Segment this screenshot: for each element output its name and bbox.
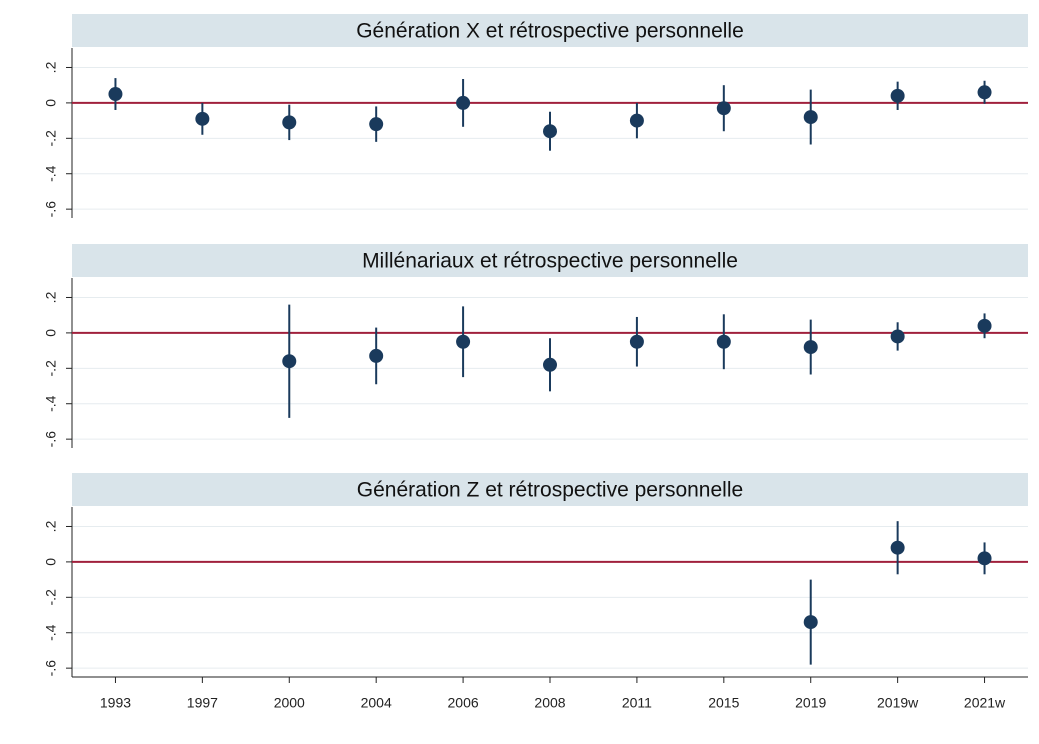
point <box>629 113 644 128</box>
y-tick-label: .2 <box>43 291 59 303</box>
x-tick-label: 1993 <box>100 695 131 711</box>
x-tick-label: 2006 <box>448 695 479 711</box>
y-tick-label: -.4 <box>43 624 59 641</box>
point <box>716 334 731 349</box>
point <box>282 354 297 369</box>
point <box>195 111 210 126</box>
y-tick-label: -.6 <box>43 201 59 218</box>
point <box>977 551 992 566</box>
y-tick-label: 0 <box>43 329 59 337</box>
x-tick-label: 2019 <box>795 695 826 711</box>
panel-title: Millénariaux et rétrospective personnell… <box>362 250 738 273</box>
panel-title-band <box>72 473 1028 506</box>
x-tick-label: 2015 <box>708 695 739 711</box>
point <box>543 124 557 139</box>
y-tick-label: -.2 <box>43 589 59 606</box>
y-tick-label: 0 <box>43 558 59 566</box>
point <box>803 340 818 355</box>
y-tick-label: -.2 <box>43 130 59 147</box>
point <box>543 357 557 372</box>
point <box>890 88 905 103</box>
x-tick-label: 2004 <box>361 695 392 711</box>
point <box>716 101 731 116</box>
point <box>369 348 384 363</box>
y-tick-label: .2 <box>43 61 59 73</box>
y-tick-label: -.6 <box>43 660 59 677</box>
x-tick-label: 2011 <box>622 695 652 711</box>
x-tick-label: 2008 <box>534 695 565 711</box>
y-tick-label: 0 <box>43 99 59 107</box>
point <box>456 334 471 349</box>
y-tick-label: -.4 <box>43 395 59 412</box>
point <box>890 329 905 344</box>
x-tick-label: 2021w <box>964 695 1006 711</box>
point <box>803 110 818 125</box>
x-tick-label: 2019w <box>877 695 919 711</box>
x-tick-label: 2000 <box>274 695 305 711</box>
y-tick-label: -.4 <box>43 165 59 182</box>
point <box>282 115 297 130</box>
y-tick-label: .2 <box>43 520 59 532</box>
point <box>456 95 471 110</box>
point <box>977 318 992 333</box>
point <box>977 85 992 100</box>
point <box>108 87 123 102</box>
panel-title: Génération Z et rétrospective personnell… <box>357 479 743 502</box>
panel-title-band <box>72 14 1028 47</box>
point <box>890 540 905 555</box>
x-tick-label: 1997 <box>187 695 218 711</box>
y-tick-label: -.2 <box>43 360 59 377</box>
point <box>803 615 818 630</box>
panel-title: Génération X et rétrospective personnell… <box>356 20 744 43</box>
point <box>369 117 384 132</box>
y-tick-label: -.6 <box>43 431 59 448</box>
panel-title-band <box>72 244 1028 277</box>
point <box>629 334 644 349</box>
